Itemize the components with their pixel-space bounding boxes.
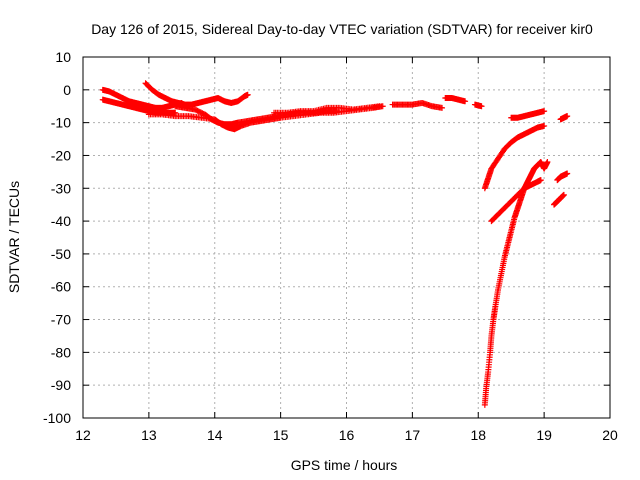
y-tick-label: 10 — [55, 49, 71, 65]
y-axis-label: SDTVAR / TECUs — [6, 181, 22, 293]
series-arc-m — [481, 159, 551, 408]
y-tick-label: 0 — [63, 82, 71, 98]
x-tick-labels: 12 13 14 15 16 17 18 19 20 — [75, 427, 618, 443]
x-tick-label: 12 — [75, 427, 91, 443]
y-tick-label: -50 — [51, 246, 71, 262]
y-tick-label: -40 — [51, 213, 71, 229]
series-arc-p — [551, 191, 567, 208]
data-point — [462, 98, 469, 105]
series-arc-j — [481, 122, 548, 192]
series-arc-i — [471, 101, 485, 110]
series-arc-o — [554, 170, 571, 184]
x-tick-label: 19 — [536, 427, 552, 443]
y-tick-labels: 10 0 -10 -20 -30 -40 -50 -60 -70 -80 -90 -100 — [43, 49, 71, 426]
y-tick-label: -90 — [51, 377, 71, 393]
series-arc-g — [389, 99, 446, 111]
data-point — [560, 191, 567, 198]
y-tick-label: -20 — [51, 147, 71, 163]
data-point — [541, 122, 548, 129]
series-arc-n — [557, 113, 571, 123]
data-point — [478, 103, 485, 110]
y-tick-label: -70 — [51, 312, 71, 328]
y-tick-label: -100 — [43, 410, 71, 426]
data-point — [564, 113, 571, 120]
data-point — [439, 104, 446, 111]
series-arc-h — [442, 95, 469, 105]
data-points — [99, 80, 571, 408]
series-arc-f — [271, 103, 383, 116]
series-arc-e — [145, 103, 386, 133]
y-tick-label: -10 — [51, 115, 71, 131]
x-tick-label: 16 — [339, 427, 355, 443]
data-point — [244, 91, 251, 98]
y-tick-label: -60 — [51, 279, 71, 295]
y-tick-label: -80 — [51, 344, 71, 360]
series-arc-c — [142, 80, 251, 108]
data-point — [541, 108, 548, 115]
x-tick-label: 15 — [273, 427, 289, 443]
series-arc-k — [508, 108, 548, 121]
data-point — [376, 103, 383, 110]
x-tick-label: 20 — [602, 427, 618, 443]
chart-title: Day 126 of 2015, Sidereal Day-to-day VTE… — [91, 21, 593, 37]
x-tick-label: 14 — [207, 427, 223, 443]
data-point — [537, 177, 544, 184]
x-tick-label: 13 — [141, 427, 157, 443]
y-tick-label: -30 — [51, 180, 71, 196]
x-tick-label: 17 — [405, 427, 421, 443]
data-point — [564, 170, 571, 177]
plot-frame — [82, 56, 611, 419]
data-point — [544, 159, 551, 166]
x-tick-label: 18 — [470, 427, 486, 443]
x-axis-label: GPS time / hours — [291, 457, 398, 473]
